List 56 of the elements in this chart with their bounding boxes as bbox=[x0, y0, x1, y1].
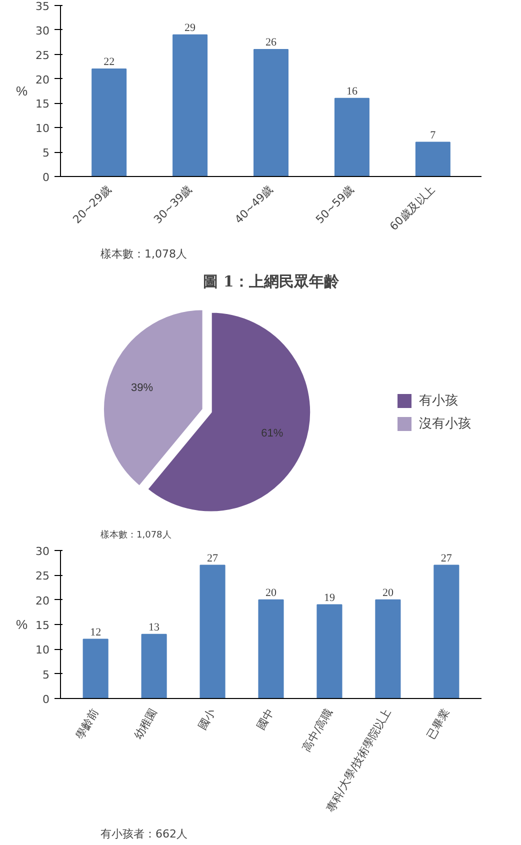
data-label: 39% bbox=[131, 382, 154, 394]
bar bbox=[141, 634, 167, 698]
y-tick-label: 25 bbox=[36, 48, 50, 62]
x-tick-label: 60歲及以上 bbox=[387, 182, 438, 234]
y-tick-label: 5 bbox=[42, 146, 50, 160]
y-tick-label: 20 bbox=[36, 594, 50, 608]
data-label: 19 bbox=[324, 592, 336, 604]
x-tick-label: 高中/高職 bbox=[300, 706, 336, 754]
bar bbox=[334, 98, 370, 176]
data-label: 26 bbox=[266, 36, 277, 48]
y-tick-label: 10 bbox=[36, 644, 50, 657]
bar bbox=[258, 599, 284, 698]
text: 樣本數：1,078人 bbox=[100, 248, 187, 260]
data-label: 7 bbox=[430, 129, 436, 142]
y-tick-label: 20 bbox=[36, 73, 50, 86]
x-tick-label: 國小 bbox=[196, 706, 218, 732]
y-tick-label: 15 bbox=[36, 98, 50, 111]
y-tick-label: 0 bbox=[42, 171, 50, 184]
bar bbox=[316, 604, 342, 698]
x-tick-label: 國中 bbox=[254, 706, 277, 732]
legend-label: 有小孩 bbox=[419, 391, 458, 409]
bar bbox=[172, 34, 208, 176]
y-tick-label: 30 bbox=[36, 545, 50, 558]
x-tick-label: 學齡前 bbox=[73, 706, 102, 742]
data-label: 61% bbox=[261, 427, 284, 440]
x-tick-label: 已畢業 bbox=[424, 706, 452, 742]
y-axis-title: % bbox=[16, 84, 28, 98]
y-tick-label: 35 bbox=[36, 0, 50, 13]
bar bbox=[200, 564, 226, 698]
data-label: 22 bbox=[104, 56, 115, 68]
bar bbox=[375, 599, 401, 698]
y-tick-label: 0 bbox=[42, 693, 50, 706]
y-tick-label: 15 bbox=[36, 619, 50, 632]
y-tick-label: 30 bbox=[36, 24, 50, 38]
data-label: 20 bbox=[266, 586, 277, 599]
bar bbox=[254, 48, 288, 176]
data-label: 27 bbox=[440, 552, 452, 564]
x-tick-label: 幼稚園 bbox=[132, 706, 160, 742]
data-label: 27 bbox=[207, 552, 219, 564]
text: 圖 1：上網民眾年齡 bbox=[203, 272, 340, 290]
data-label: 20 bbox=[382, 586, 394, 599]
legend-label: 沒有小孩 bbox=[419, 414, 471, 432]
bar bbox=[92, 68, 127, 176]
bar bbox=[82, 638, 108, 698]
text: 有小孩者：662人 bbox=[100, 828, 188, 840]
bar bbox=[415, 142, 450, 176]
y-tick-label: 25 bbox=[36, 570, 50, 583]
data-label: 12 bbox=[90, 626, 102, 638]
text: 樣本數：1,078人 bbox=[100, 530, 172, 540]
bar bbox=[434, 564, 460, 698]
data-label: 16 bbox=[346, 85, 358, 98]
y-axis-title: % bbox=[16, 617, 28, 632]
data-label: 13 bbox=[148, 621, 160, 634]
y-tick-label: 10 bbox=[36, 122, 50, 136]
data-label: 29 bbox=[184, 22, 196, 34]
y-tick-label: 5 bbox=[42, 668, 50, 682]
